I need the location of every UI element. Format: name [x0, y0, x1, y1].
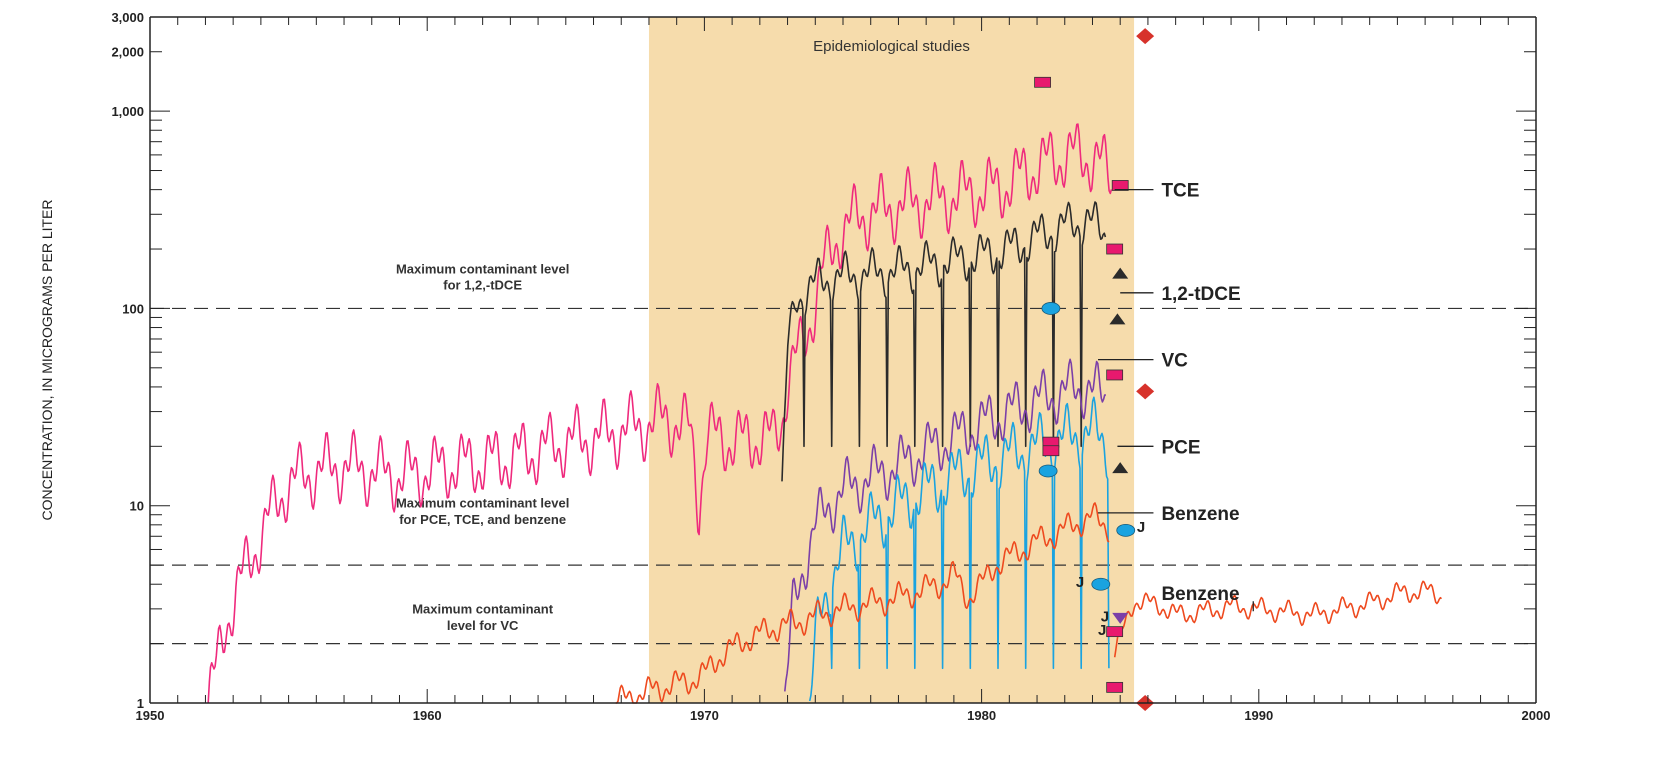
x-tick-label: 2000: [1522, 708, 1551, 723]
marker-ellipse: [1038, 464, 1058, 478]
series-label-0: TCE: [1161, 181, 1199, 202]
marker-diamond: [1136, 383, 1155, 400]
marker-square: [1106, 626, 1124, 638]
y-tick-label: 10: [130, 499, 144, 514]
series-lines: [207, 123, 1443, 704]
series-line-1: [781, 201, 1107, 482]
mcl-vc-label: level for VC: [447, 618, 519, 633]
y-tick-label: 100: [122, 301, 144, 316]
marker-triangle-up: [1109, 313, 1126, 325]
series-label-3: PCE: [1161, 437, 1200, 458]
estimated-value-label: J: [1076, 574, 1084, 591]
series-line-3: [808, 396, 1110, 702]
y-tick-label: 2,000: [111, 45, 144, 60]
x-tick-label: 1970: [690, 708, 719, 723]
series-label-5: Benzene: [1161, 584, 1239, 605]
axes: 1950 1960 1970 1980 1990 2000 1 10 100 1,000 2,000…: [111, 10, 1550, 723]
epidemiological-studies-label: Epidemiological studies: [813, 38, 970, 55]
marker-square: [1106, 369, 1124, 381]
series-line-5: [1113, 580, 1443, 658]
mcl-tdce-label: for 1,2,-tDCE: [443, 277, 522, 292]
x-tick-label: 1980: [967, 708, 996, 723]
marker-square: [1034, 76, 1051, 88]
marker-triangle-up: [1112, 462, 1129, 474]
marker-square: [1042, 445, 1060, 457]
x-tick-label: 1990: [1244, 708, 1273, 723]
series-line-0: [207, 123, 1113, 704]
mcl-pce-label: Maximum contaminant level: [396, 495, 569, 510]
marker-diamond: [1136, 28, 1155, 45]
estimated-value-label: J: [1098, 622, 1106, 639]
series-line-2: [784, 358, 1106, 692]
estimated-value-label: J: [1101, 608, 1109, 625]
y-tick-label: 1: [137, 696, 144, 711]
mcl-tdce-label: Maximum contaminant level: [396, 262, 569, 277]
marker-ellipse: [1041, 302, 1061, 315]
x-tick-label: 1950: [136, 708, 165, 723]
marker-ellipse: [1116, 523, 1136, 537]
sample-markers: [1034, 28, 1155, 711]
series-label-4: Benzene: [1161, 504, 1239, 525]
y-tick-label: 3,000: [111, 10, 144, 25]
marker-square: [1111, 180, 1129, 191]
x-tick-label: 1960: [413, 708, 442, 723]
mcl-pce-label: for PCE, TCE, and benzene: [399, 512, 566, 527]
marker-triangle-down: [1112, 612, 1129, 624]
y-tick-label: 1,000: [111, 104, 144, 119]
mcl-vc-label: Maximum contaminant: [412, 601, 554, 616]
marker-square: [1106, 681, 1124, 693]
series-label-1: 1,2-tDCE: [1161, 284, 1240, 305]
estimated-value-label: J: [1137, 519, 1145, 536]
marker-ellipse: [1091, 577, 1111, 591]
series-label-2: VC: [1161, 351, 1188, 372]
marker-triangle-up: [1112, 267, 1129, 279]
marker-square: [1106, 243, 1124, 255]
y-axis-label: CONCENTRATION, IN MICROGRAMS PER LITER: [39, 200, 55, 521]
series-line-4: [615, 502, 1110, 704]
